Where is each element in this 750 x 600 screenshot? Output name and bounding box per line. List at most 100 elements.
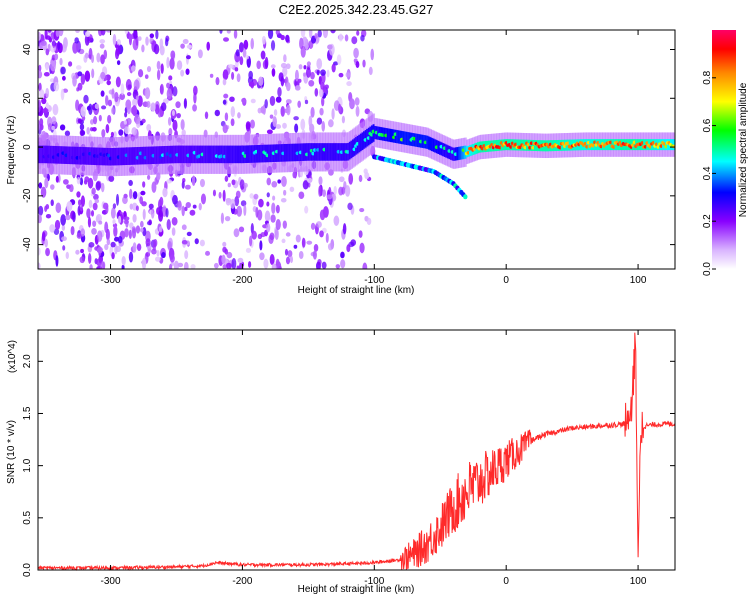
spectrogram-noise-cell <box>282 122 287 129</box>
spectrogram-noise-cell <box>75 30 80 34</box>
spectrogram-noise-cell <box>289 255 294 264</box>
spectrogram-ridge-band <box>421 134 425 148</box>
spectrogram-noise-cell <box>89 119 95 125</box>
spectrogram-noise-cell <box>272 116 277 128</box>
spectrogram-noise-cell <box>280 34 285 41</box>
spectrogram-ridge-band <box>457 146 461 160</box>
spectrogram-noise-cell <box>306 61 311 67</box>
spectrogram-noise-cell <box>79 123 85 131</box>
spectrogram-noise-cell <box>318 176 323 186</box>
spectrogram-ridge-band <box>131 147 135 165</box>
spectrogram-ridge-band <box>111 147 114 166</box>
spectrogram-noise-cell <box>280 62 287 69</box>
spectrogram-x-tick-label: -300 <box>101 275 121 286</box>
spectrogram-noise-cell <box>72 75 77 87</box>
spectrogram-noise-cell <box>66 184 71 189</box>
spectrogram-noise-cell <box>124 228 129 238</box>
spectrogram-noise-cell <box>128 179 133 186</box>
spectrogram-noise-cell <box>133 79 140 91</box>
spectrogram-noise-cell <box>209 73 214 78</box>
spectrogram-noise-cell <box>277 87 282 98</box>
spectrogram-noise-cell <box>62 179 69 185</box>
spectrogram-noise-cell <box>269 254 275 266</box>
spectrogram-noise-cell <box>55 254 59 267</box>
spectrogram-noise-cell <box>79 177 84 186</box>
spectrogram-ridge-band <box>190 145 194 164</box>
spectrogram-ridge-band <box>177 145 181 164</box>
spectrogram-noise-cell <box>348 173 354 185</box>
spectrogram-noise-cell <box>91 187 96 195</box>
spectrogram-noise-cell <box>199 239 205 247</box>
spectrogram-noise-cell <box>64 130 71 137</box>
spectrogram-noise-cell <box>222 124 228 134</box>
spectrogram-ridge-band <box>226 145 230 164</box>
spectrogram-ridge-band <box>158 146 162 164</box>
spectrogram-noise-cell <box>159 83 164 95</box>
spectrogram-ridge-band <box>46 145 49 164</box>
spectrogram-noise-cell <box>83 94 89 104</box>
spectrogram-ridge-band <box>302 143 306 161</box>
spectrogram-ridge-band <box>313 143 317 161</box>
spectrogram-noise-cell <box>242 48 247 58</box>
spectrogram-noise-cell <box>238 226 245 233</box>
spectrogram-noise-cell <box>121 256 126 266</box>
spectrogram-noise-cell <box>51 116 57 125</box>
spectrogram-noise-cell <box>55 175 59 183</box>
spectrogram-noise-cell <box>214 109 221 117</box>
spectrogram-noise-cell <box>106 238 111 246</box>
spectrogram-noise-cell <box>118 129 124 136</box>
spectrogram-noise-cell <box>61 75 66 81</box>
spectrogram-noise-cell <box>45 213 52 219</box>
spectrogram-noise-cell <box>86 208 91 219</box>
spectrogram-noise-cell <box>161 252 166 259</box>
spectrogram-noise-cell <box>300 30 306 38</box>
snr-y-tick-label: 2.0 <box>22 354 33 368</box>
spectrogram-ridge-band <box>431 137 434 152</box>
spectrogram-ridge-band <box>499 139 502 151</box>
snr-x-tick-label: 100 <box>630 576 647 587</box>
spectrogram-ridge-band <box>328 143 331 161</box>
spectrogram-ridge-band <box>529 139 532 151</box>
spectrogram-ridge-band <box>579 139 583 151</box>
spectrogram-noise-cell <box>115 193 120 206</box>
spectrogram-noise-cell <box>321 96 325 107</box>
spectrogram-noise-cell <box>123 120 128 125</box>
spectrogram-ridge-band <box>196 145 200 164</box>
spectrogram-noise-cell <box>95 181 101 191</box>
spectrogram-noise-cell <box>319 107 324 116</box>
spectrogram-ridge-band <box>290 143 293 162</box>
spectrogram-noise-cell <box>38 31 42 42</box>
spectrogram-ridge-band <box>147 146 151 165</box>
spectrogram-noise-cell <box>230 106 236 118</box>
spectrogram-noise-cell <box>297 100 302 108</box>
spectrogram-noise-cell <box>65 251 69 260</box>
spectrogram-noise-cell <box>83 179 88 185</box>
spectrogram-ridge-band <box>321 143 325 161</box>
spectrogram-ridge-band <box>518 139 521 151</box>
spectrogram-noise-cell <box>206 41 211 51</box>
spectrogram-noise-cell <box>345 72 351 78</box>
spectrogram-ridge-band <box>127 147 130 165</box>
spectrogram-ridge-band <box>52 145 56 164</box>
spectrogram-noise-cell <box>368 66 373 76</box>
spectrogram-noise-cell <box>205 250 210 256</box>
spectrogram-noise-cell <box>281 238 286 244</box>
spectrogram-noise-cell <box>308 30 313 39</box>
spectrogram-noise-cell <box>165 208 169 218</box>
spectrogram-x-axis-label: Height of straight line (km) <box>298 285 415 296</box>
spectrogram-noise-cell <box>105 228 110 241</box>
spectrogram-noise-cell <box>50 184 55 190</box>
spectrogram-noise-cell <box>88 242 95 248</box>
spectrogram-noise-cell <box>180 43 185 49</box>
spectrogram-ridge-band <box>173 145 176 164</box>
spectrogram-noise-cell <box>336 54 342 65</box>
spectrogram-noise-cell <box>284 248 289 256</box>
spectrogram-ridge-band <box>283 144 287 162</box>
spectrogram-noise-cell <box>132 214 137 223</box>
spectrogram-noise-cell <box>166 88 172 100</box>
spectrogram-noise-cell <box>167 117 172 126</box>
spectrogram-ridge-band <box>223 145 227 164</box>
spectrogram-noise-cell <box>231 257 237 269</box>
spectrogram-ridge-band <box>437 140 440 155</box>
colorbar-tick-label: 0.2 <box>702 214 713 228</box>
